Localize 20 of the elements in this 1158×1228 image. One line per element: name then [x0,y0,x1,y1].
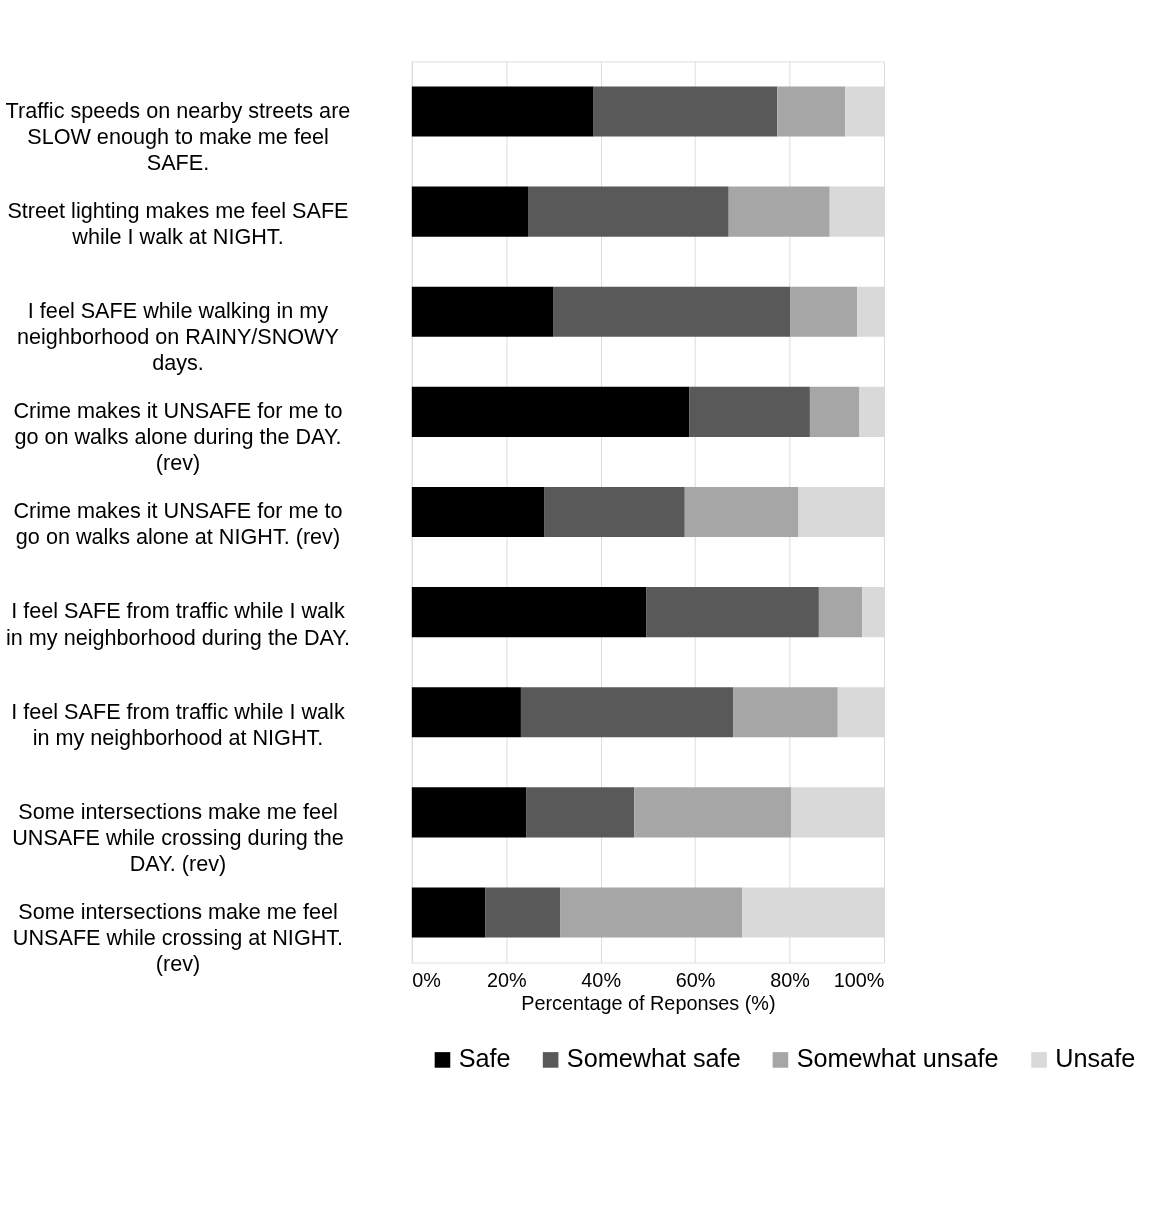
legend-label: Unsafe [1055,1044,1136,1073]
x-tick-label: 0% [412,969,441,992]
y-tick-label: I feel SAFE from traffic while I walk in my neighborhood during the DAY. [5,598,350,650]
y-tick-label: Street lighting makes me feel SAFE while I walk at NIGHT. [7,197,349,250]
y-tick-label: I feel SAFE while walking in my neighborhood on RAINY/SNOWY days. [17,298,339,376]
x-tick-label: 20% [486,969,527,992]
legend-label: Somewhat safe [566,1044,741,1073]
y-tick-label: Traffic speeds on nearby streets are SLOW enough to make me feel SAFE. [5,97,351,176]
y-tick-label: Some intersections make me feel UNSAFE while crossing at NIGHT. (rev) [12,898,344,977]
y-tick-label: I feel SAFE from traffic while I walk in my neighborhood at NIGHT. [11,698,345,750]
x-tick-label: 80% [770,969,810,992]
legend-label: Safe [458,1044,511,1073]
y-tick-label: Some intersections make me feel UNSAFE while crossing during the DAY. (rev) [12,798,344,876]
y-tick-label: Crime makes it UNSAFE for me to go on walks alone during the DAY. (rev) [13,398,343,476]
x-tick-label: 40% [581,969,621,992]
x-tick-label: 60% [675,969,716,992]
legend-label: Somewhat unsafe [796,1044,999,1073]
x-axis-title: Percentage of Reponses (%) [521,991,776,1014]
y-tick-label: Crime makes it UNSAFE for me to go on walks alone at NIGHT. (rev) [13,498,343,550]
x-tick-label: 100% [833,969,885,992]
